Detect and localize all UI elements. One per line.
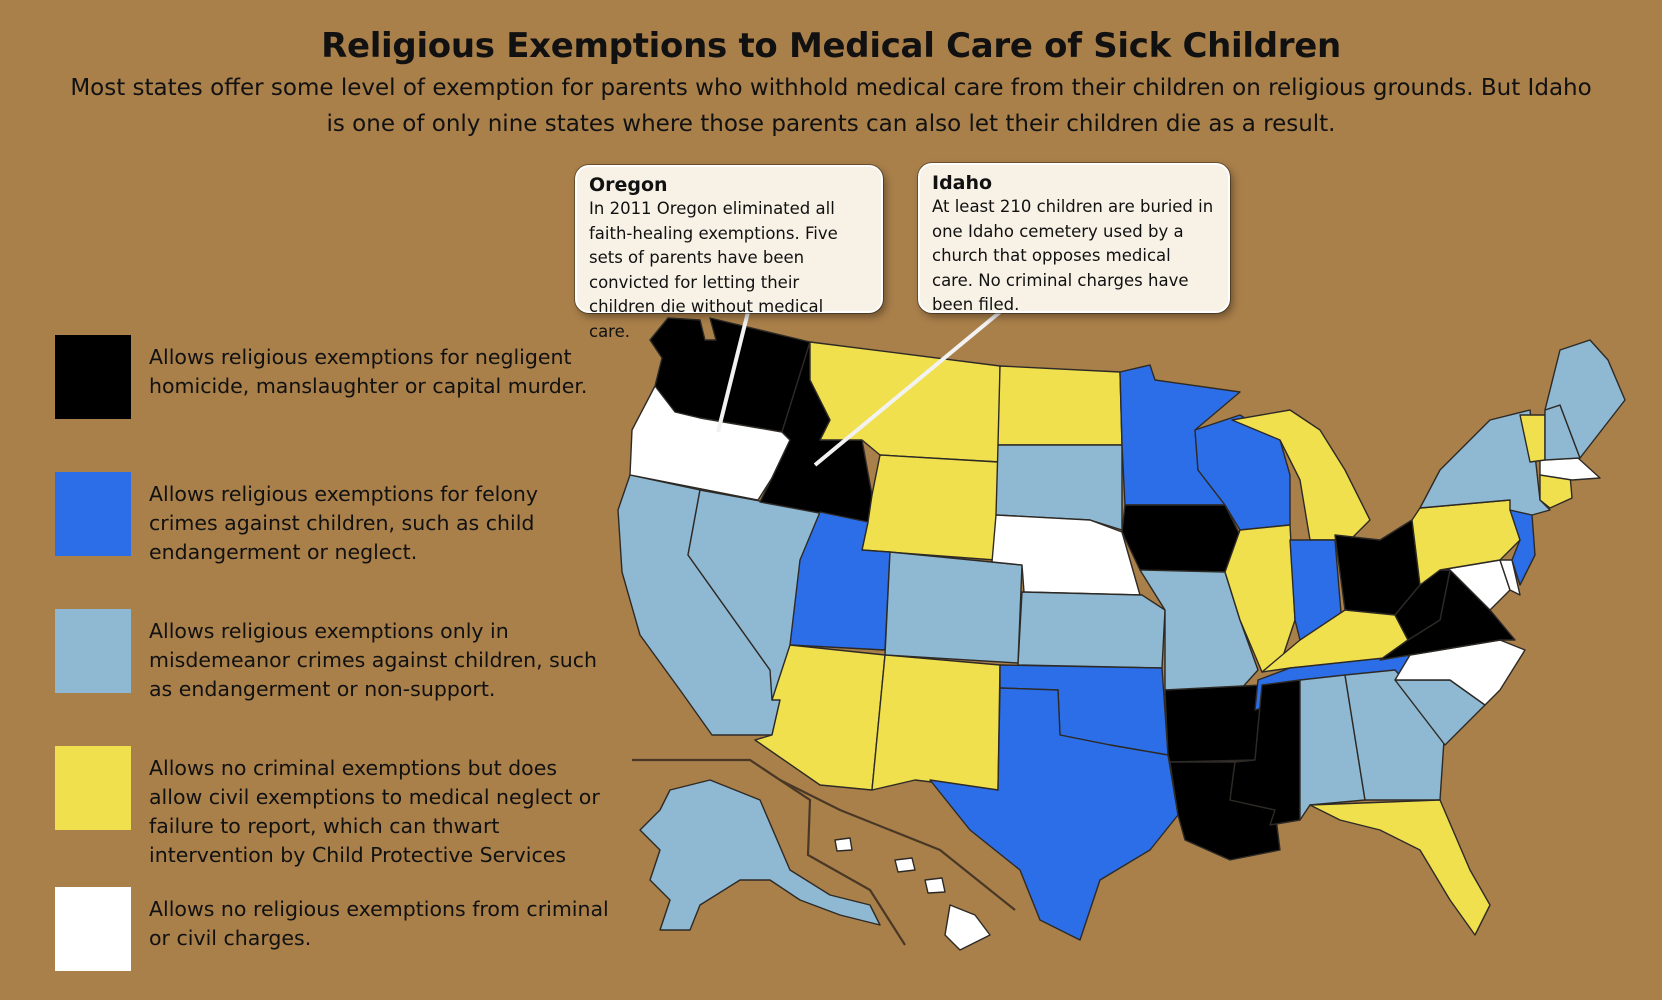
state-south-dakota: [995, 444, 1123, 531]
state-new-mexico: [871, 654, 1001, 791]
state-maine: [1544, 339, 1626, 459]
state-north-dakota: [997, 365, 1123, 446]
state-texas: [929, 687, 1179, 941]
inset-border-hawaii: [779, 779, 1016, 911]
state-hawaii-kauai: [834, 837, 853, 852]
legend-swatch-black: [55, 335, 131, 419]
legend-swatch-dark-blue: [55, 472, 131, 556]
state-delaware: [1499, 559, 1521, 596]
legend-label-yellow: Allows no criminal exemptions but does a…: [149, 756, 600, 867]
state-iowa: [1121, 504, 1241, 573]
legend-swatch-light-blue: [55, 609, 131, 693]
state-florida: [1309, 799, 1491, 936]
legend-swatch-white: [55, 887, 131, 971]
callout-oregon-title: Oregon: [589, 174, 668, 196]
legend-label-black: Allows religious exemptions for negligen…: [149, 345, 588, 398]
state-colorado: [884, 551, 1023, 664]
page-subtitle: Most states offer some level of exemptio…: [70, 75, 1592, 137]
state-kansas: [1017, 591, 1166, 669]
legend-label-light-blue: Allows religious exemptions only in misd…: [149, 619, 598, 701]
state-new-york: [1419, 409, 1551, 516]
state-massachusetts: [1539, 457, 1601, 481]
legend-swatch-yellow: [55, 746, 131, 830]
page-title: Religious Exemptions to Medical Care of …: [321, 26, 1341, 66]
callout-idaho-title: Idaho: [932, 172, 993, 194]
state-alaska: [639, 779, 881, 931]
legend-label-dark-blue: Allows religious exemptions for felony c…: [149, 482, 539, 564]
state-alabama: [1299, 674, 1366, 821]
callout-oregon-body: In 2011 Oregon eliminated all faith-heal…: [589, 199, 838, 341]
idaho-callout-pointer: [813, 310, 1002, 467]
callout-oregon: Oregon In 2011 Oregon eliminated all fai…: [575, 165, 883, 341]
state-arkansas: [1164, 684, 1263, 763]
state-michigan: [1231, 409, 1371, 541]
legend-label-white: Allows no religious exemptions from crim…: [149, 897, 609, 950]
oregon-callout-pointer: [716, 311, 750, 433]
state-hawaii: [944, 904, 991, 951]
state-hawaii-oahu: [894, 857, 916, 873]
callout-idaho-body: At least 210 children are buried in one …: [932, 197, 1214, 314]
state-hawaii-maui: [924, 877, 946, 894]
callout-idaho: Idaho At least 210 children are buried i…: [918, 163, 1230, 314]
state-wyoming: [861, 454, 999, 561]
inset-border: [632, 758, 906, 946]
